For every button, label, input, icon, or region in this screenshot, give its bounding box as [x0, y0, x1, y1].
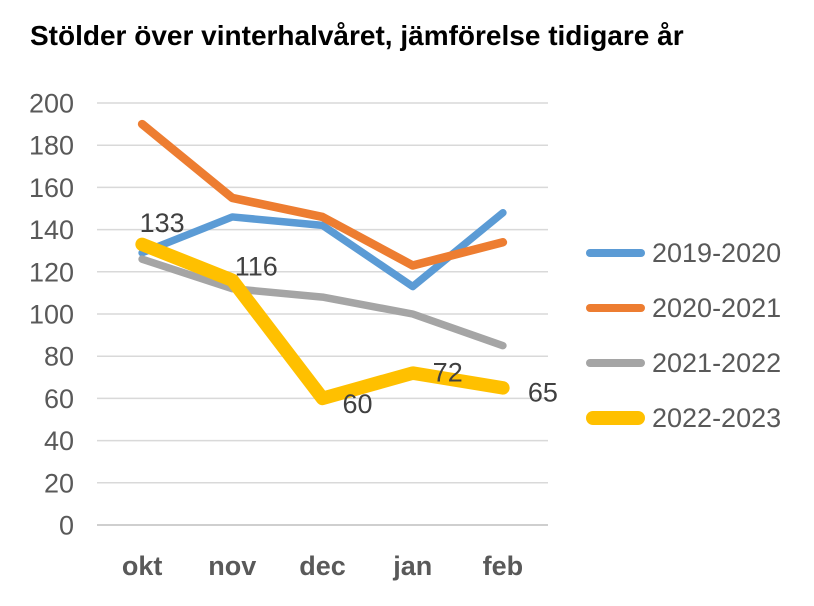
legend-label: 2021-2022	[652, 347, 782, 378]
legend-item-2021-2022: 2021-2022	[586, 347, 782, 378]
legend-line-swatch	[586, 411, 645, 425]
x-axis-tick-label: feb	[483, 551, 524, 581]
data-label: 133	[140, 208, 185, 238]
y-axis-tick-label: 100	[29, 299, 74, 329]
x-axis-tick-label: okt	[122, 551, 163, 581]
y-axis-tick-label: 20	[44, 468, 74, 498]
legend-line-swatch	[586, 304, 645, 312]
series-line-2021-2022	[138, 255, 507, 350]
legend-item-2020-2021: 2020-2021	[586, 292, 782, 323]
y-axis-tick-label: 120	[29, 257, 74, 287]
x-axis-tick-label: dec	[299, 551, 346, 581]
series-line-2022-2023	[135, 237, 510, 406]
y-axis-tick-label: 180	[29, 131, 74, 161]
y-axis-tick-label: 140	[29, 215, 74, 245]
chart-title: Stölder över vinterhalvåret, jämförelse …	[30, 20, 684, 51]
legend-label: 2020-2021	[652, 292, 782, 323]
y-axis-tick-label: 0	[59, 510, 74, 540]
x-axis-tick-label: jan	[392, 551, 432, 581]
legend-item-2022-2023: 2022-2023	[586, 402, 782, 433]
data-label: 60	[342, 389, 372, 419]
legend-item-2019-2020: 2019-2020	[586, 237, 782, 268]
data-label: 116	[235, 252, 278, 282]
legend-line-swatch	[586, 249, 645, 257]
y-axis-tick-label: 200	[29, 88, 74, 118]
x-axis-tick-label: nov	[208, 551, 256, 581]
legend-label: 2019-2020	[652, 237, 782, 268]
data-label: 72	[433, 358, 463, 388]
legend-line-swatch	[586, 359, 645, 367]
y-axis-tick-label: 40	[44, 426, 74, 456]
series-line-2020-2021	[137, 119, 508, 270]
y-axis-tick-label: 80	[44, 342, 74, 372]
y-axis-tick-label: 160	[29, 173, 74, 203]
y-axis-tick-label: 60	[44, 384, 74, 414]
chart-legend: 2019-2020 2020-2021 2021-2022 2022-2023	[586, 237, 782, 433]
legend-label: 2022-2023	[652, 402, 782, 433]
data-label: 65	[528, 377, 558, 407]
